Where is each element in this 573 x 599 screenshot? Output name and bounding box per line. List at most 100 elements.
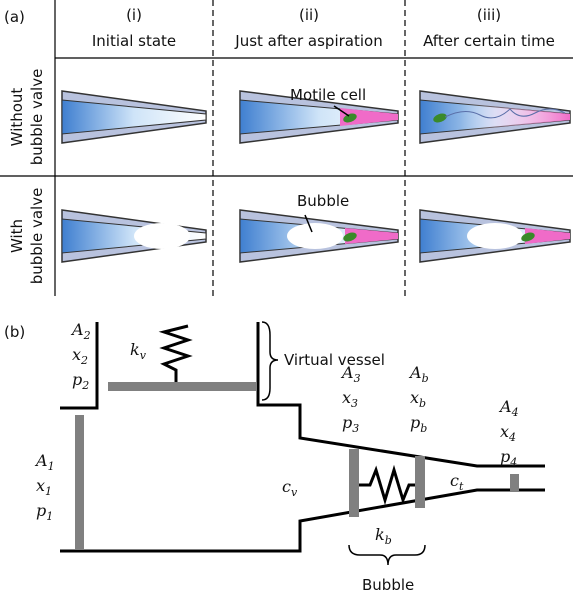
symbol-base: k	[375, 525, 385, 544]
symbol-subscript: 3	[351, 397, 358, 410]
symbol: A4	[498, 397, 519, 419]
symbol: kv	[130, 340, 147, 362]
symbol: x2	[72, 345, 88, 367]
pink-region	[460, 103, 570, 131]
symbol-base: A	[34, 451, 48, 470]
pipette	[239, 209, 399, 263]
cell	[343, 232, 357, 242]
cell	[343, 113, 357, 123]
annotation-leader	[333, 105, 350, 117]
symbol: A3	[340, 363, 361, 385]
symbol-base: c	[282, 477, 291, 496]
trajectory	[444, 108, 566, 119]
symbol: p1	[36, 501, 53, 523]
symbol-base: k	[130, 340, 140, 359]
pipette	[419, 90, 571, 144]
bubble	[287, 223, 343, 249]
row-label: bubble valve	[28, 188, 46, 285]
symbol: ct	[450, 471, 464, 493]
symbol-subscript: v	[140, 349, 147, 362]
panel-b: Virtual vessel Bubble A2x2p2A1x1p1A3x3p3…	[34, 320, 545, 594]
symbol: Ab	[408, 363, 429, 385]
symbol: x4	[500, 422, 516, 444]
symbol-subscript: 3	[352, 422, 359, 435]
symbol-subscript: 2	[80, 354, 88, 367]
symbol: pb	[410, 413, 427, 435]
symbol: x3	[342, 388, 358, 410]
column-numeral: (iii)	[477, 6, 501, 24]
symbol-base: x	[72, 345, 81, 364]
pink-region	[525, 228, 570, 244]
cell	[521, 232, 535, 242]
symbol-base: p	[342, 413, 352, 432]
symbol-base: p	[410, 413, 420, 432]
panel-a: (i) Initial state (ii) Just after aspiratio…	[8, 6, 571, 285]
symbol: p2	[72, 370, 89, 392]
pipette-lumen	[61, 99, 207, 135]
symbol-base: A	[498, 397, 512, 416]
pistons	[75, 382, 519, 549]
symbol-subscript: 4	[509, 456, 517, 469]
row-label: Without	[8, 88, 26, 147]
symbol-base: x	[342, 388, 351, 407]
symbol-subscript: b	[420, 422, 427, 435]
bubble-label: Bubble	[362, 576, 414, 594]
annotation: Bubble	[297, 192, 349, 210]
column-title: After certain time	[423, 32, 555, 50]
bubble	[134, 223, 190, 249]
pipette	[61, 90, 207, 144]
symbol-subscript: 1	[45, 485, 52, 498]
symbol-base: x	[36, 476, 45, 495]
symbol-base: A	[408, 363, 422, 382]
pink-region	[340, 108, 398, 126]
symbol: A2	[70, 320, 91, 342]
symbol-base: p	[36, 501, 46, 520]
symbol: p4	[500, 447, 517, 469]
pipette	[61, 209, 207, 263]
symbol-subscript: b	[385, 534, 392, 547]
annotation-leader	[304, 214, 313, 233]
column-title: Just after aspiration	[234, 32, 382, 50]
symbol: xb	[410, 388, 426, 410]
brace	[348, 544, 426, 566]
bubble	[467, 223, 523, 249]
symbol-base: p	[72, 370, 82, 389]
symbol-subscript: 1	[48, 460, 55, 473]
symbol-base: c	[450, 471, 459, 490]
panel-label: (b)	[4, 323, 25, 341]
symbol-base: p	[500, 447, 510, 466]
symbol-subscript: 2	[83, 329, 91, 342]
symbol-subscript: b	[422, 372, 429, 385]
panel-label: (a)	[4, 8, 25, 26]
symbol: p3	[342, 413, 359, 435]
pipette	[419, 209, 571, 263]
symbol-base: A	[70, 320, 84, 339]
symbol: x1	[36, 476, 52, 498]
cell	[433, 113, 447, 123]
symbol-subscript: b	[419, 397, 426, 410]
annotation: Motile cell	[290, 86, 366, 104]
symbol-subscript: 2	[81, 379, 89, 392]
symbol: kb	[375, 525, 392, 547]
symbol-subscript: v	[291, 486, 298, 499]
symbol-base: x	[500, 422, 509, 441]
symbol-subscript: 4	[508, 431, 516, 444]
grid-frame	[0, 0, 573, 298]
symbol-base: A	[340, 363, 354, 382]
row-label: With	[8, 219, 26, 253]
brace	[261, 321, 279, 401]
virtual-vessel-label: Virtual vessel	[284, 351, 385, 369]
pink-region	[345, 228, 398, 244]
symbol-base: x	[410, 388, 419, 407]
pipette	[239, 90, 399, 144]
symbol-subscript: 3	[354, 372, 361, 385]
symbol-subscript: 4	[511, 406, 519, 419]
symbol: cv	[282, 477, 298, 499]
column-numeral: (ii)	[299, 6, 319, 24]
symbol-subscript: t	[459, 480, 464, 493]
row-label: bubble valve	[28, 69, 46, 166]
symbol-subscript: 1	[46, 510, 53, 523]
vessel-outline	[60, 322, 545, 553]
